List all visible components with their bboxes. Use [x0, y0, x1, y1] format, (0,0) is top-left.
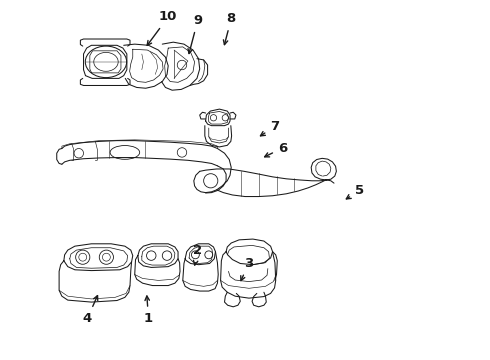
Text: 2: 2	[193, 244, 202, 265]
Text: 6: 6	[265, 141, 287, 157]
Text: 7: 7	[261, 120, 279, 136]
Text: 9: 9	[188, 14, 202, 54]
Text: 4: 4	[83, 296, 98, 325]
Text: 8: 8	[223, 12, 236, 45]
Text: 1: 1	[144, 296, 153, 325]
Text: 10: 10	[147, 10, 177, 45]
Text: 3: 3	[241, 257, 253, 281]
Text: 5: 5	[346, 184, 364, 199]
